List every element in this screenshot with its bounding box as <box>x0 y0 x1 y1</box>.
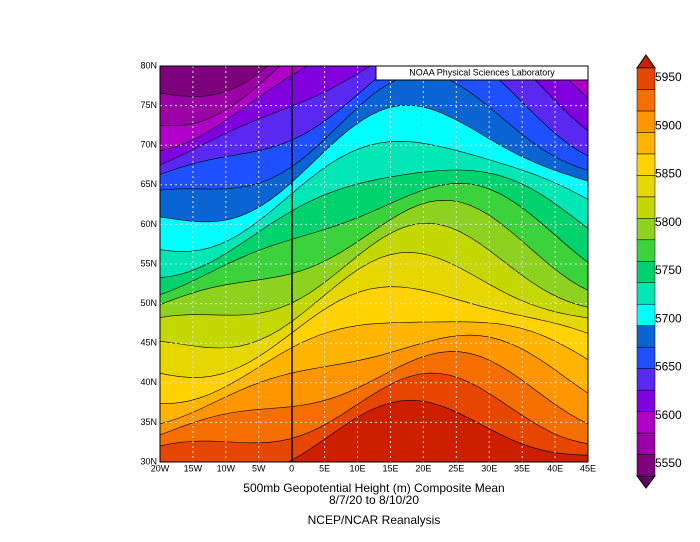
lon-label: 35E <box>514 463 530 473</box>
lon-label: 5W <box>252 463 266 473</box>
colorbar-end <box>636 54 656 69</box>
colorbar-swatch <box>636 454 656 477</box>
lon-label: 20E <box>415 463 431 473</box>
colorbar-swatch <box>636 368 656 391</box>
lon-label: 45E <box>580 463 596 473</box>
colorbar-label: 5950 <box>655 70 682 84</box>
colorbar-swatch <box>636 153 656 176</box>
colorbar-swatch <box>636 67 656 90</box>
colorbar-label: 5900 <box>655 118 682 132</box>
lon-label: 15E <box>382 463 398 473</box>
colorbar-end <box>636 475 656 489</box>
colorbar-label: 5800 <box>655 215 682 229</box>
colorbar-label: 5550 <box>655 456 682 470</box>
colorbar-label: 5650 <box>655 360 682 374</box>
colorbar-swatch <box>636 261 656 283</box>
colorbar-swatch <box>636 346 656 369</box>
colorbar-label: 5700 <box>655 311 682 325</box>
colorbar-label: 5600 <box>655 408 682 422</box>
colorbar-swatch <box>636 218 656 241</box>
credit: NOAA Physical Sciences Laboratory <box>409 67 555 77</box>
lon-label: 5E <box>319 463 330 473</box>
caption-source: NCEP/NCAR Reanalysis <box>308 513 441 527</box>
lat-label: 55N <box>140 258 157 268</box>
lon-label: 10W <box>217 463 236 473</box>
lat-label: 40N <box>140 377 157 387</box>
lat-label: 65N <box>140 179 157 189</box>
colorbar-swatch <box>636 196 656 219</box>
lon-label: 30E <box>481 463 497 473</box>
lat-label: 75N <box>140 100 157 110</box>
colorbar-swatch <box>636 239 656 262</box>
credit-box <box>375 65 589 81</box>
colorbar-swatch <box>636 110 656 133</box>
lat-label: 35N <box>140 417 157 427</box>
height-band <box>287 399 588 462</box>
colorbar-label: 5750 <box>655 263 682 277</box>
lon-label: 20W <box>151 463 170 473</box>
height-field <box>160 66 588 462</box>
lon-label: 25E <box>448 463 464 473</box>
map-frame <box>159 65 589 463</box>
colorbar-swatch <box>636 175 656 198</box>
colorbar-swatch <box>636 132 656 155</box>
colorbar-swatch <box>636 411 656 434</box>
lat-label: 45N <box>140 338 157 348</box>
lon-label: 10E <box>350 463 366 473</box>
caption-title: 500mb Geopotential Height (m) Composite … <box>243 481 504 495</box>
colorbar-swatch <box>636 325 656 348</box>
lon-label: 0 <box>289 463 294 473</box>
colorbar-swatch <box>636 303 656 326</box>
caption-dates: 8/7/20 to 8/10/20 <box>329 493 419 507</box>
colorbar-label: 5850 <box>655 167 682 181</box>
lat-label: 30N <box>140 456 157 466</box>
colorbar-swatch <box>636 89 656 112</box>
colorbar-swatch <box>636 282 656 305</box>
colorbar-swatch <box>636 389 656 412</box>
colorbar-swatch <box>636 432 656 455</box>
graticule <box>160 66 588 462</box>
lat-label: 60N <box>140 219 157 229</box>
colorbar: 5550 5600 5650 5700 5750 5800 5850 5900 5950 <box>636 54 682 489</box>
lon-label: 15W <box>184 463 203 473</box>
lat-label: 70N <box>140 140 157 150</box>
lat-label: 50N <box>140 298 157 308</box>
lon-label: 40E <box>547 463 563 473</box>
lat-label: 80N <box>140 60 157 70</box>
